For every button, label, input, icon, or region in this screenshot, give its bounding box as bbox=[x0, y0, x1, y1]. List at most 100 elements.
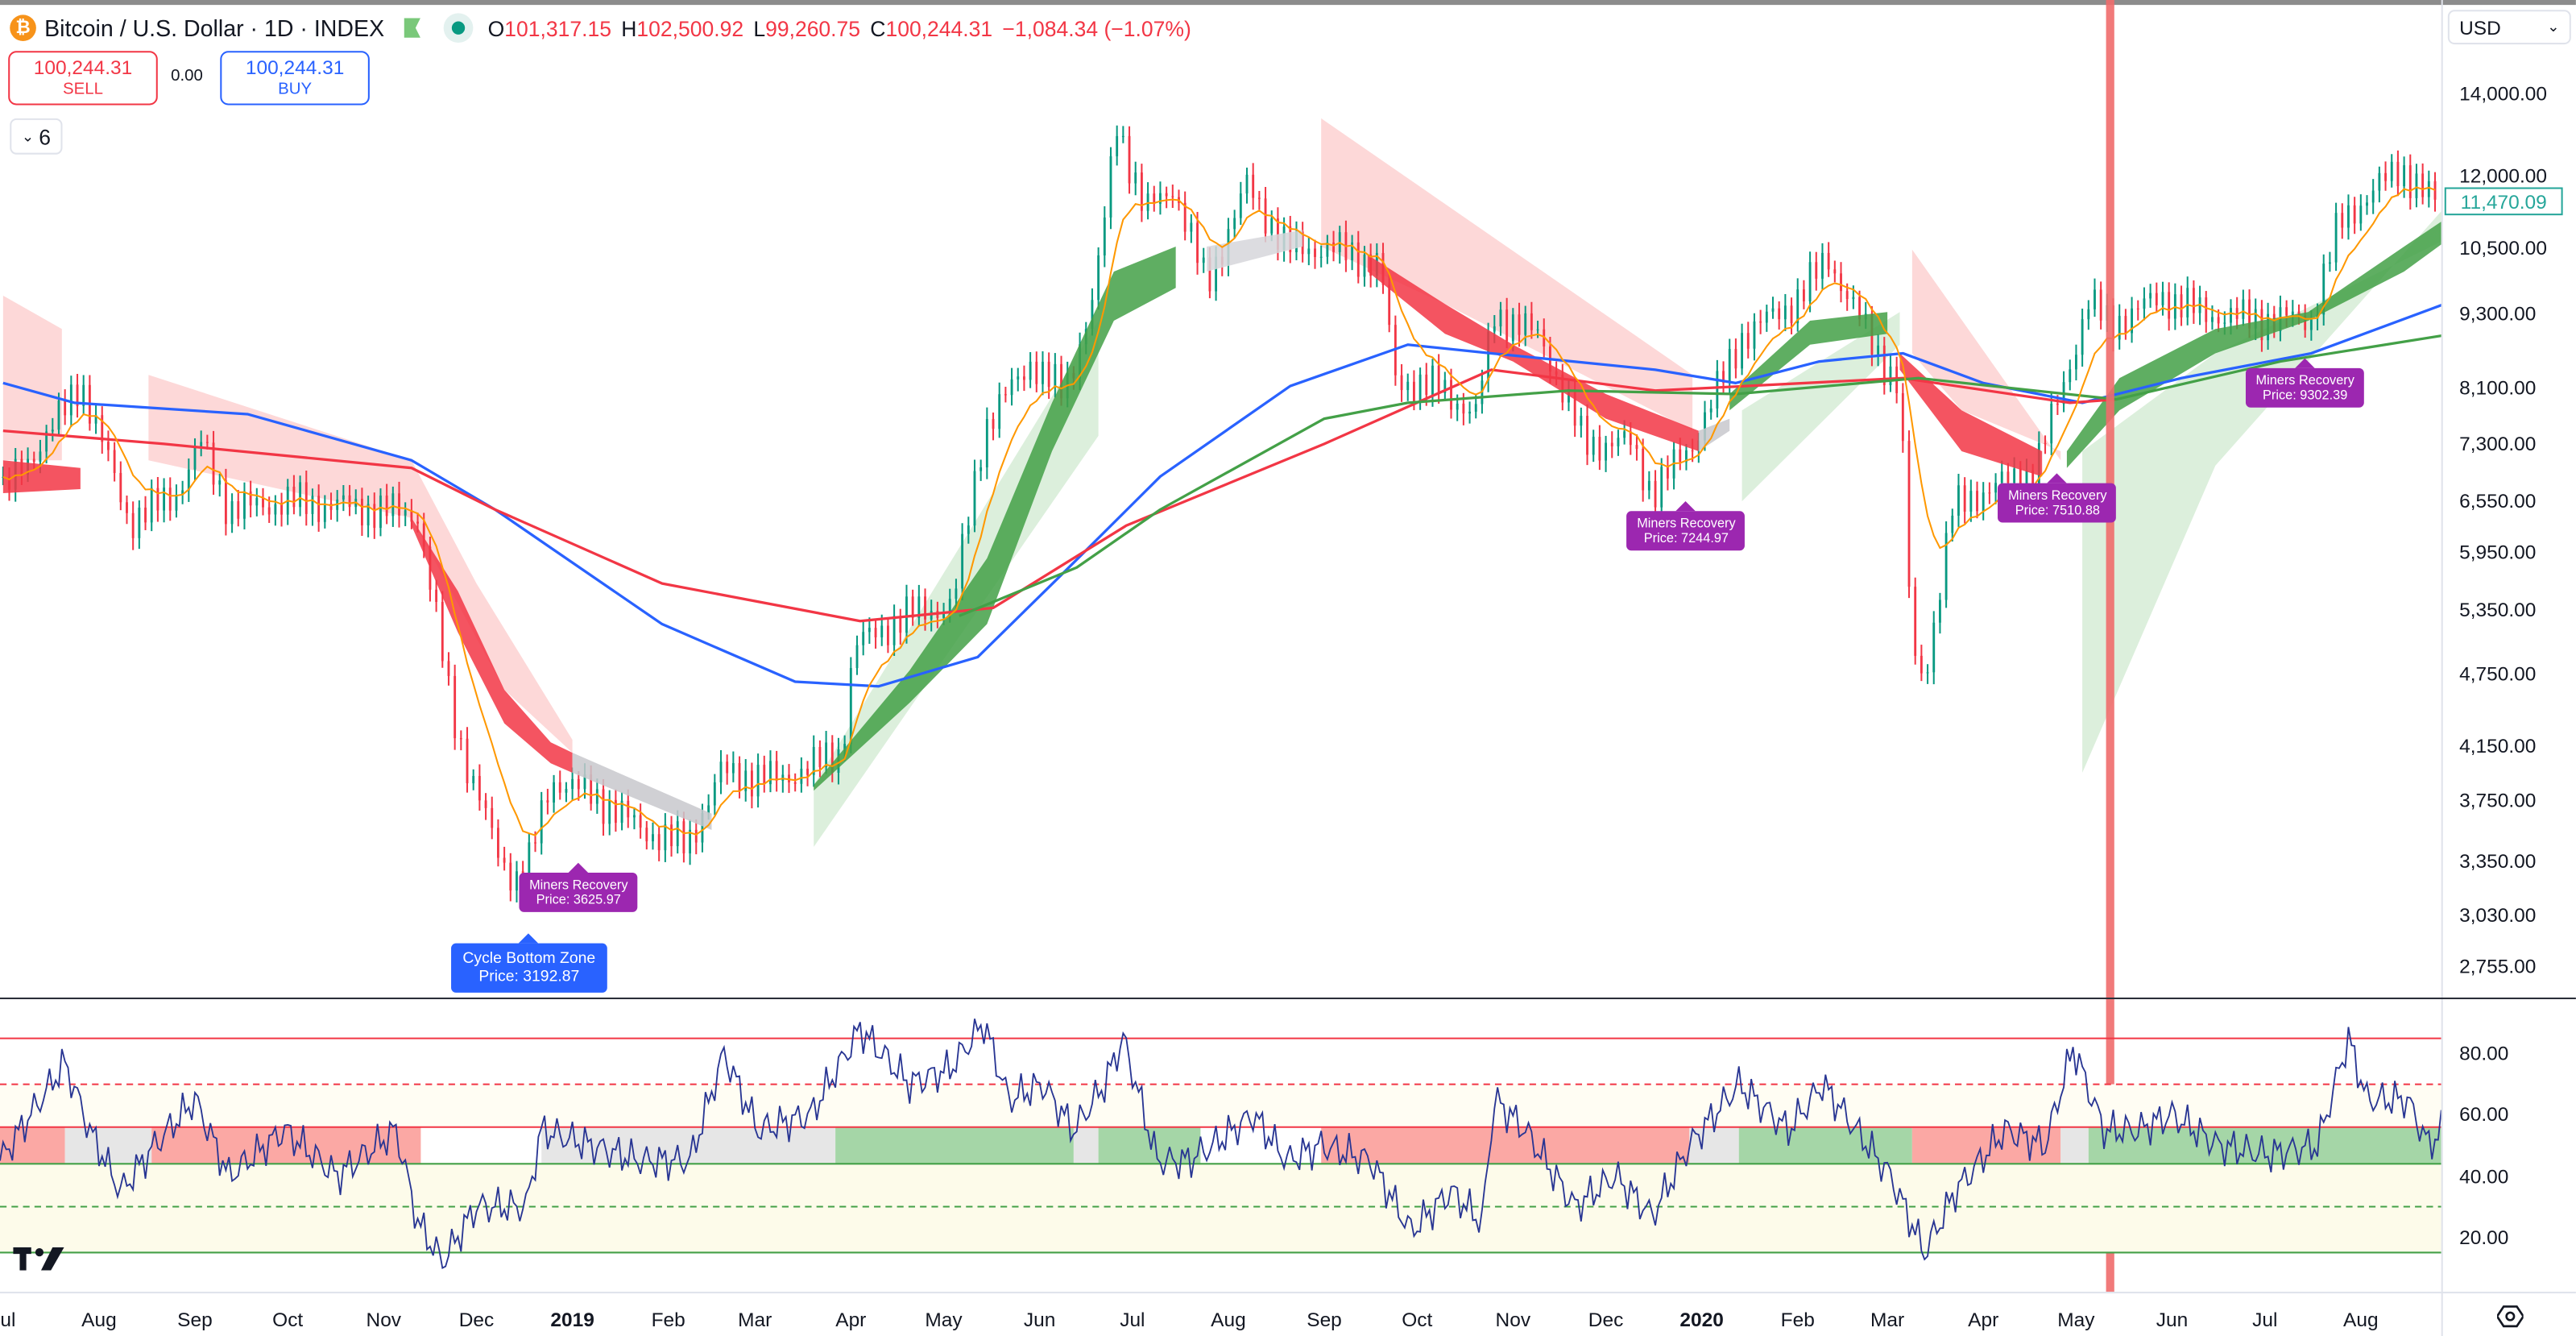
candle bbox=[645, 828, 648, 842]
candle bbox=[329, 503, 333, 510]
candle bbox=[101, 415, 104, 442]
rsi-regime-band bbox=[1073, 1126, 1099, 1164]
miners-recovery-marker[interactable]: Miners Recovery Price: 7244.97 bbox=[1626, 501, 1746, 551]
rsi-pane[interactable] bbox=[0, 999, 2441, 1292]
trend-ribbon bbox=[1729, 312, 1888, 411]
candle bbox=[577, 778, 580, 790]
spread-value: 0.00 bbox=[171, 67, 203, 86]
market-status-icon[interactable] bbox=[443, 13, 474, 44]
time-tick-label: 2020 bbox=[1679, 1308, 1724, 1331]
candle bbox=[701, 813, 704, 843]
candle bbox=[447, 661, 450, 676]
candle bbox=[1116, 135, 1119, 156]
candle bbox=[1746, 333, 1750, 349]
candle bbox=[800, 768, 803, 784]
candle bbox=[311, 496, 314, 514]
candle bbox=[1623, 431, 1626, 438]
candle bbox=[1783, 305, 1787, 320]
candle bbox=[1734, 349, 1737, 369]
candle bbox=[1499, 309, 1502, 327]
settings-gear-icon[interactable] bbox=[2497, 1303, 2524, 1330]
marker-title: Miners Recovery bbox=[2255, 372, 2354, 388]
candle bbox=[1957, 485, 1960, 516]
candle bbox=[156, 488, 159, 511]
candle bbox=[1450, 380, 1452, 410]
trend-cloud bbox=[2, 295, 62, 461]
miners-recovery-marker[interactable]: Miners Recovery Price: 3625.97 bbox=[519, 862, 638, 912]
last-price-label: 11,470.09 bbox=[2444, 187, 2563, 216]
candle bbox=[825, 742, 828, 767]
trend-ribbon bbox=[1899, 353, 2043, 477]
candle bbox=[1914, 587, 1917, 656]
buy-button[interactable]: 100,244.31 BUY bbox=[220, 51, 370, 106]
candle bbox=[1821, 252, 1824, 279]
candle bbox=[2025, 470, 2028, 496]
price-tick-label: 6,550.00 bbox=[2459, 489, 2537, 513]
miners-recovery-marker[interactable]: Miners Recovery Price: 9302.39 bbox=[2246, 358, 2365, 408]
candle bbox=[367, 504, 370, 526]
candle bbox=[2427, 180, 2430, 197]
cycle-bottom-marker[interactable]: Cycle Bottom Zone Price: 3192.87 bbox=[451, 932, 607, 993]
pane-separator[interactable] bbox=[0, 997, 2576, 1000]
miners-recovery-marker[interactable]: Miners Recovery Price: 7510.88 bbox=[1998, 473, 2117, 523]
candle bbox=[1994, 483, 1997, 493]
candle bbox=[150, 488, 153, 523]
candle bbox=[2366, 202, 2368, 206]
marker-price: Price: 7510.88 bbox=[2015, 503, 2100, 518]
candle bbox=[385, 496, 388, 517]
candle bbox=[1215, 256, 1218, 292]
candle bbox=[1969, 491, 1973, 512]
candle bbox=[1685, 450, 1688, 463]
candle bbox=[1852, 297, 1855, 300]
candle bbox=[2371, 190, 2375, 203]
candle bbox=[1728, 349, 1731, 384]
time-tick-label: Mar bbox=[1870, 1308, 1905, 1331]
candle bbox=[323, 503, 326, 522]
candle bbox=[163, 488, 166, 511]
candle bbox=[1666, 467, 1669, 479]
time-tick-label: Sep bbox=[1307, 1308, 1342, 1331]
candle bbox=[1128, 135, 1131, 184]
symbol-title[interactable]: Bitcoin / U.S. Dollar · 1D · INDEX bbox=[44, 15, 385, 41]
candle bbox=[694, 829, 698, 843]
candle bbox=[292, 487, 296, 508]
sell-button[interactable]: 100,244.31 SELL bbox=[8, 51, 158, 106]
indicators-toggle-button[interactable]: ⌄ 6 bbox=[10, 118, 63, 155]
candle bbox=[1153, 193, 1156, 204]
candle bbox=[1592, 437, 1595, 455]
candle bbox=[1976, 491, 1978, 512]
marker-price: Price: 3192.87 bbox=[478, 967, 580, 986]
price-chart[interactable] bbox=[0, 0, 2441, 998]
tradingview-logo-icon[interactable] bbox=[13, 1244, 65, 1274]
candle bbox=[1951, 515, 1954, 533]
candle bbox=[484, 800, 487, 808]
candle bbox=[2019, 468, 2022, 496]
rsi-tick-label: 60.00 bbox=[2459, 1103, 2509, 1126]
candle bbox=[497, 828, 499, 858]
candle bbox=[2285, 307, 2288, 316]
candle bbox=[830, 742, 834, 774]
candle bbox=[2143, 298, 2146, 309]
candle bbox=[558, 782, 561, 793]
currency-select[interactable]: USD ⌄ bbox=[2447, 10, 2571, 45]
candle bbox=[2384, 172, 2387, 181]
rsi-tick-label: 40.00 bbox=[2459, 1164, 2509, 1188]
candle bbox=[144, 507, 147, 523]
candle bbox=[1679, 449, 1682, 463]
candle bbox=[2322, 263, 2325, 315]
time-tick-label: Jul bbox=[0, 1308, 16, 1331]
rsi-regime-band bbox=[1321, 1126, 1690, 1164]
time-axis[interactable]: Jul Aug Sep Oct Nov Dec 2019 Feb Mar Apr May Jun Jul… bbox=[0, 1292, 2576, 1336]
flag-icon[interactable] bbox=[404, 18, 420, 38]
candle bbox=[2124, 316, 2127, 334]
candle bbox=[1858, 297, 1861, 320]
price-tick-label: 2,755.00 bbox=[2459, 954, 2537, 978]
time-tick-label: May bbox=[925, 1308, 963, 1331]
candle bbox=[255, 498, 259, 506]
rsi-tick-label: 20.00 bbox=[2459, 1226, 2509, 1249]
candle bbox=[1400, 375, 1403, 391]
price-axis[interactable]: 14,000.00 12,000.00 10,500.00 9,300.00 8,100… bbox=[2441, 0, 2576, 1336]
candle bbox=[689, 829, 692, 854]
candle bbox=[1431, 365, 1434, 396]
